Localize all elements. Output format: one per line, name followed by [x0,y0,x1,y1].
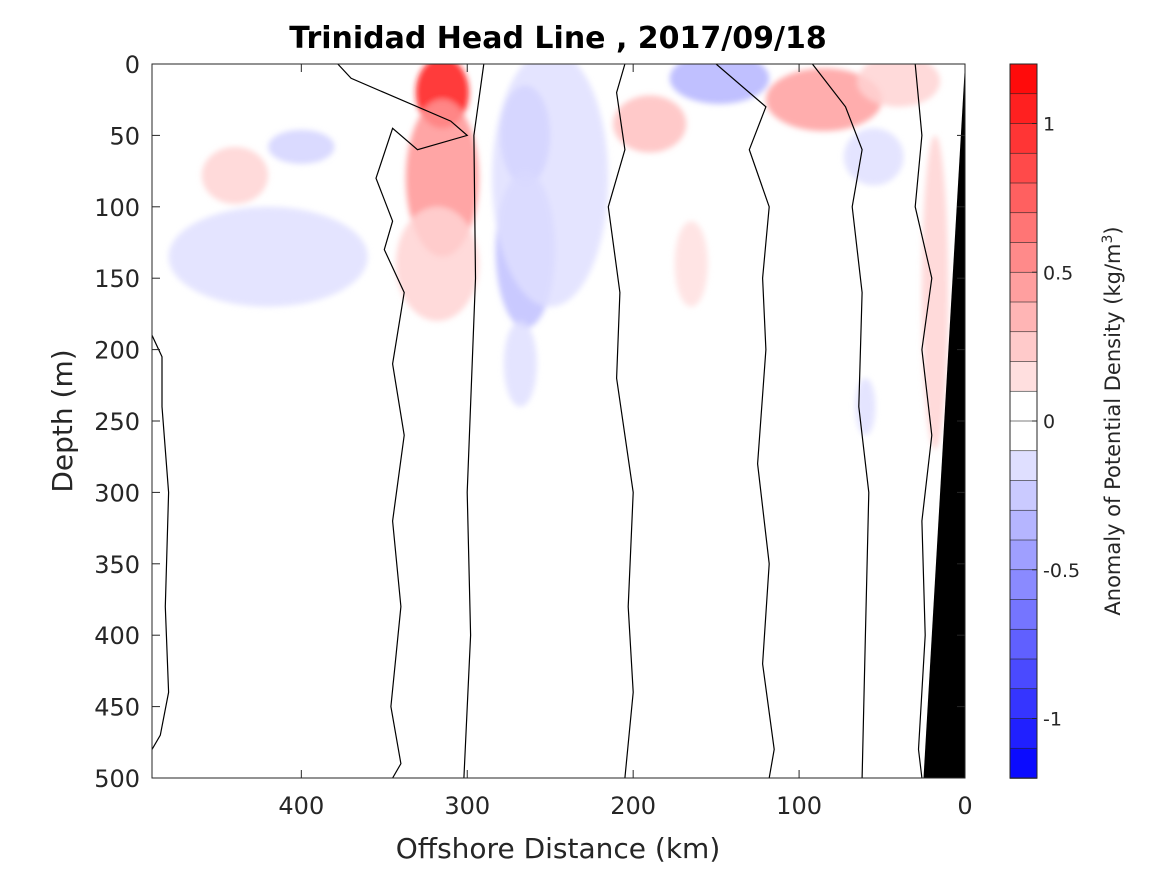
colorbar-segment [1009,658,1038,690]
colorbar-segment [1009,123,1038,155]
colorbar-segment [1009,688,1038,720]
colorbar-segment [1009,182,1038,214]
y-tick-label: 150 [94,265,140,293]
colorbar-tick-label: 0.5 [1043,262,1073,284]
y-tick-label: 250 [94,408,140,436]
colorbar-segment [1009,93,1038,125]
zero-contour-5 [811,64,870,778]
y-tick-label: 350 [94,551,140,579]
colorbar-segment [1009,539,1038,571]
anomaly-patch-8 [669,64,770,104]
anomaly-patch-12 [268,129,335,164]
x-tick-label: 200 [610,792,656,820]
colorbar-segment [1009,152,1038,184]
colorbar-tick-label: -1 [1043,709,1062,731]
colorbar-segment [1009,480,1038,512]
colorbar-label-superscript: 3 [1100,235,1116,244]
colorbar-segment [1009,63,1038,95]
anomaly-patch-10 [857,64,941,107]
anomaly-patch-13 [168,206,368,307]
colorbar-segment [1009,301,1038,333]
anomaly-patch-9 [765,68,883,132]
zero-contour-0 [152,335,170,750]
anomaly-patch-11 [201,146,269,204]
y-axis-label: Depth (m) [46,349,79,492]
anomaly-patch-14 [674,221,708,307]
colorbar-segment [1009,271,1038,303]
y-tick-label: 500 [94,765,140,793]
x-tick-label: 0 [957,792,972,820]
y-tick-label: 50 [109,122,140,150]
anomaly-patch-17 [921,135,949,450]
colorbar-segment [1009,242,1038,274]
colorbar-segment [1009,450,1038,482]
colorbar-segment [1009,718,1038,750]
zero-contour-1 [337,64,469,778]
x-axis-label: Offshore Distance (km) [396,832,721,865]
anomaly-layer [168,64,949,450]
y-axis: 0 50 100 150 200 250 300 350 400 450 500 [94,51,965,793]
colorbar-segment [1009,509,1038,541]
y-tick-label: 450 [94,694,140,722]
colorbar-segment [1009,212,1038,244]
y-tick-label: 100 [94,194,140,222]
y-tick-label: 0 [125,51,140,79]
zero-contour-layer [152,64,933,778]
colorbar-label-end: ) [1101,226,1125,234]
colorbar-tick-label: 0 [1043,411,1055,433]
y-tick-label: 300 [94,479,140,507]
x-tick-label: 100 [776,792,822,820]
colorbar-segment [1009,361,1038,393]
seafloor-polygon [923,64,965,778]
colorbar-tick-label: 1 [1043,114,1055,136]
anomaly-patch-2 [395,206,479,322]
zero-contour-4 [715,64,775,778]
colorbar-label: Anomaly of Potential Density (kg/m3) [1100,226,1125,615]
chart-title: Trinidad Head Line , 2017/09/18 [289,21,826,56]
y-tick-label: 200 [94,337,140,365]
colorbar-tick-label: -0.5 [1043,560,1080,582]
anomaly-patch-5 [492,64,609,307]
x-axis: 400 300 200 100 0 [278,64,973,820]
colorbar-segment [1009,420,1038,452]
anomaly-patch-6 [503,321,537,407]
colorbar-segment [1009,390,1038,422]
colorbar-segment [1009,569,1038,601]
zero-contour-2 [463,64,485,778]
anomaly-patch-15 [843,128,904,186]
colorbar: 1 0.5 0 -0.5 -1 [1009,63,1080,779]
zero-contour-3 [607,64,634,778]
zero-contour-6 [914,64,933,778]
x-tick-label: 400 [278,792,324,820]
colorbar-segment [1009,599,1038,631]
anomaly-patch-7 [613,95,687,153]
y-tick-label: 400 [94,622,140,650]
seafloor-layer [923,64,965,778]
colorbar-segment [1009,628,1038,660]
x-tick-label: 300 [444,792,490,820]
colorbar-segment [1009,331,1038,363]
colorbar-segment [1009,747,1038,779]
colorbar-label-main: Anomaly of Potential Density (kg/m [1101,244,1125,616]
